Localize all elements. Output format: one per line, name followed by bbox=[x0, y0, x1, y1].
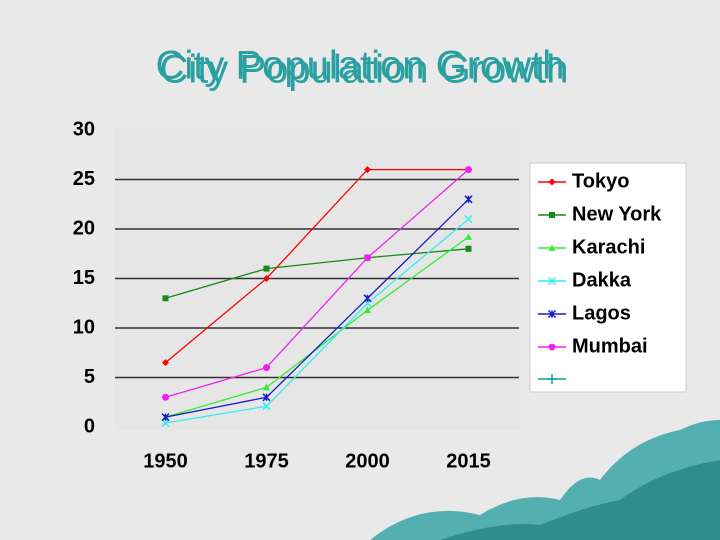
legend-label: Mumbai bbox=[572, 335, 648, 357]
y-tick-label: 20 bbox=[73, 217, 95, 239]
series-line bbox=[165, 236, 469, 418]
legend-label: Dakka bbox=[572, 269, 632, 291]
series-line bbox=[165, 218, 469, 424]
x-tick-label: 1950 bbox=[143, 450, 188, 472]
legend-marker bbox=[547, 276, 557, 286]
legend-marker bbox=[548, 244, 556, 251]
legend-marker bbox=[548, 178, 556, 186]
series-line bbox=[165, 198, 469, 418]
data-point bbox=[162, 295, 169, 302]
data-point bbox=[161, 419, 170, 428]
legend-label: Tokyo bbox=[572, 170, 629, 192]
x-tick-label: 2015 bbox=[446, 450, 491, 472]
decoration-wave bbox=[440, 460, 720, 540]
legend-marker bbox=[547, 374, 557, 384]
series-line bbox=[165, 248, 469, 299]
y-tick-label: 10 bbox=[73, 316, 95, 338]
y-tick-label: 25 bbox=[73, 168, 95, 190]
data-point bbox=[263, 275, 270, 282]
y-tick-label: 0 bbox=[84, 415, 95, 437]
data-point bbox=[364, 306, 371, 314]
series-line bbox=[165, 168, 469, 364]
data-point bbox=[161, 413, 170, 422]
y-tick-label: 5 bbox=[84, 366, 95, 388]
y-tick-label: 30 bbox=[73, 118, 95, 140]
data-point bbox=[464, 195, 473, 204]
legend-marker bbox=[547, 309, 557, 319]
data-point bbox=[263, 265, 270, 272]
data-point bbox=[364, 254, 371, 262]
data-point bbox=[363, 294, 372, 303]
chart-title-shadow: City Population Growth bbox=[159, 48, 568, 92]
series-line bbox=[165, 169, 469, 398]
data-point bbox=[262, 393, 271, 402]
data-point bbox=[465, 166, 472, 174]
data-point bbox=[162, 359, 169, 367]
legend-marker bbox=[548, 343, 556, 351]
legend-label: Karachi bbox=[572, 236, 645, 258]
data-point bbox=[263, 364, 270, 372]
legend-label: Lagos bbox=[572, 302, 631, 324]
x-tick-label: 1975 bbox=[244, 450, 289, 472]
data-point bbox=[465, 245, 472, 252]
data-point bbox=[162, 393, 169, 401]
data-point bbox=[364, 166, 371, 174]
legend-marker bbox=[549, 212, 555, 218]
chart-title: City Population Growth bbox=[155, 44, 564, 88]
data-point bbox=[465, 233, 472, 240]
data-point bbox=[263, 383, 270, 391]
legend-label: New York bbox=[572, 203, 662, 225]
data-point bbox=[262, 402, 271, 411]
legend-box bbox=[529, 162, 687, 393]
data-point bbox=[464, 215, 473, 224]
y-tick-label: 15 bbox=[73, 267, 95, 289]
x-tick-label: 2000 bbox=[345, 450, 390, 472]
